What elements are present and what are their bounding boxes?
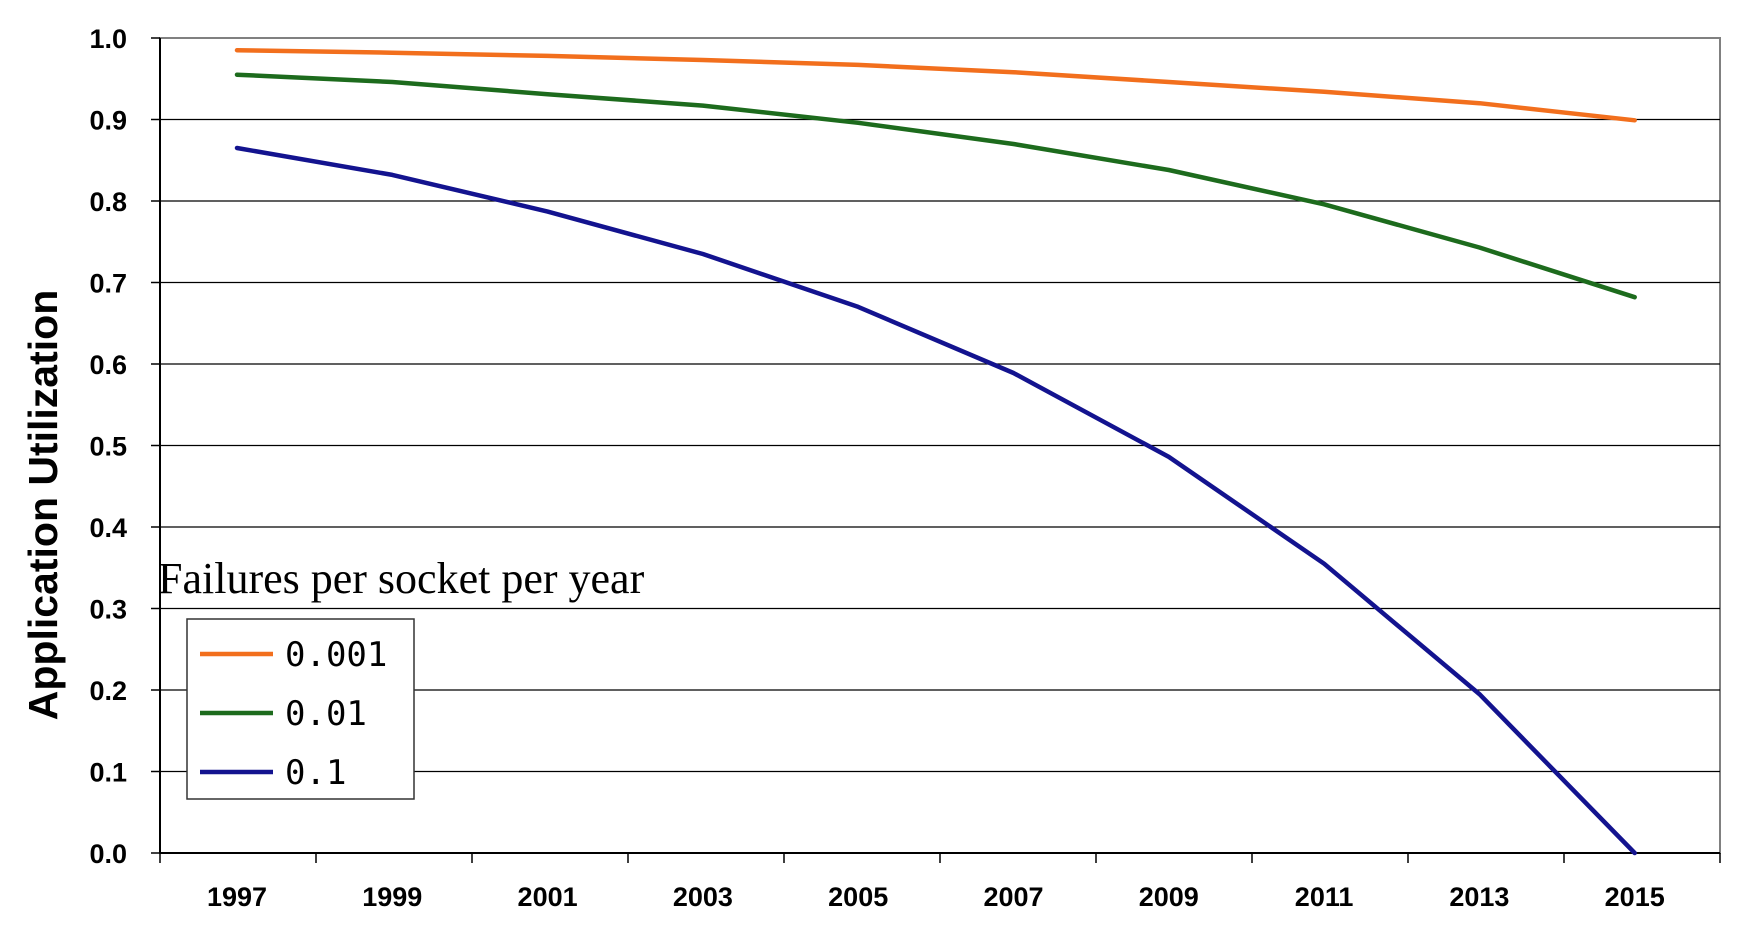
gridlines bbox=[160, 118, 1720, 773]
y-tick-label: 0.7 bbox=[89, 269, 127, 299]
x-tick-label: 2009 bbox=[1139, 882, 1199, 912]
y-tick-label: 0.4 bbox=[89, 513, 127, 543]
y-tick-label: 0.0 bbox=[89, 839, 127, 869]
y-tick-label: 0.6 bbox=[89, 350, 127, 380]
legend-title: Failures per socket per year bbox=[158, 554, 645, 603]
x-axis-ticks: 1997 1999 2001 2003 2005 2007 2009 2011 2013 2015 bbox=[159, 853, 1721, 912]
series-line-0-001 bbox=[234, 47, 1637, 123]
y-axis-ticks: 0.0 0.1 0.2 0.3 0.4 0.5 0.6 0.7 0.8 0.9 1.0 bbox=[89, 24, 160, 869]
y-tick-label: 1.0 bbox=[89, 24, 127, 54]
legend-label: 0.01 bbox=[285, 694, 367, 734]
y-tick-label: 0.3 bbox=[89, 595, 127, 625]
legend-items: 0.001 0.01 0.1 bbox=[200, 635, 387, 793]
y-tick-label: 0.2 bbox=[89, 676, 127, 706]
y-tick-label: 0.8 bbox=[89, 187, 127, 217]
series-line-0-01 bbox=[234, 72, 1637, 300]
legend: Failures per socket per year 0.0010.010.… bbox=[158, 554, 645, 800]
series-line-0-1 bbox=[234, 145, 1637, 856]
legend-label: 0.1 bbox=[285, 753, 346, 793]
x-tick-label: 1997 bbox=[207, 882, 267, 912]
x-tick-label: 2001 bbox=[518, 882, 578, 912]
series-lines bbox=[234, 47, 1637, 856]
x-tick-label: 2011 bbox=[1295, 882, 1354, 912]
x-tick-label: 2015 bbox=[1605, 882, 1665, 912]
y-tick-label: 0.5 bbox=[89, 432, 127, 462]
legend-box bbox=[186, 618, 415, 800]
y-axis-title: Application Utilization bbox=[20, 290, 66, 720]
x-tick-label: 2003 bbox=[673, 882, 733, 912]
y-tick-label: 0.9 bbox=[89, 106, 127, 136]
x-tick-label: 2013 bbox=[1449, 882, 1509, 912]
x-tick-label: 1999 bbox=[362, 882, 422, 912]
x-tick-label: 2005 bbox=[828, 882, 888, 912]
y-tick-label: 0.1 bbox=[89, 758, 127, 788]
x-tick-label: 2007 bbox=[983, 882, 1043, 912]
legend-label: 0.001 bbox=[285, 635, 387, 675]
